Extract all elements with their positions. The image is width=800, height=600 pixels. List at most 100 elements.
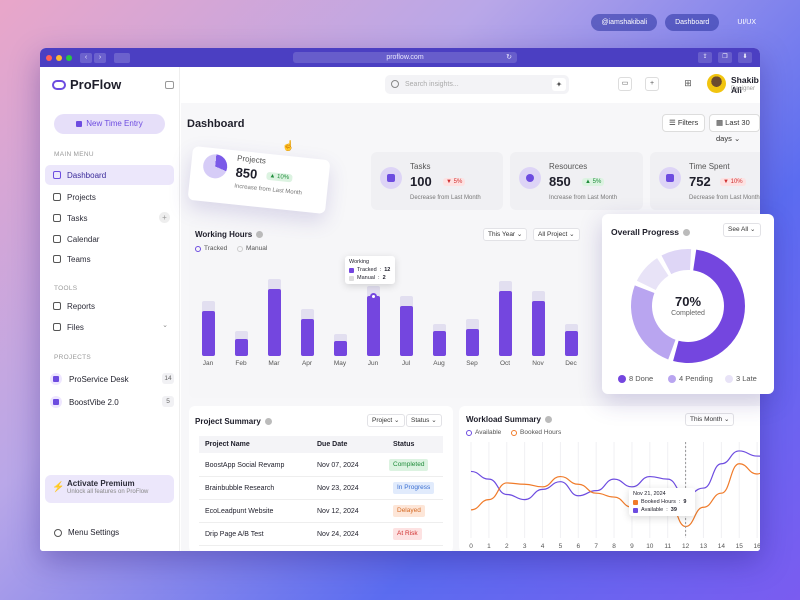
- bar-tracked[interactable]: [235, 338, 248, 356]
- cursor-icon: ☝: [282, 141, 295, 152]
- period-select[interactable]: This Year ⌄: [483, 228, 528, 241]
- activate-premium-card[interactable]: ⚡ Activate Premium Unlock all features o…: [45, 475, 174, 503]
- sidebar-item-label: Reports: [67, 301, 96, 311]
- month-label: Sep: [466, 360, 478, 367]
- main-menu-label: MAIN MENU: [54, 151, 94, 158]
- download-icon[interactable]: ⬇: [738, 52, 752, 63]
- reload-icon[interactable]: ↻: [506, 54, 512, 61]
- inbox-icon[interactable]: ▭: [618, 77, 632, 91]
- resources-stat-icon: [519, 167, 541, 189]
- legend-tracked[interactable]: Tracked: [195, 245, 227, 252]
- sidebar-item-label: Dashboard: [67, 170, 107, 180]
- progress-donut-chart: [631, 249, 745, 363]
- sparkle-icon[interactable]: ✦: [552, 78, 566, 91]
- project-select[interactable]: Project ⌄: [367, 414, 405, 427]
- info-icon[interactable]: [264, 418, 272, 426]
- maximize-dot[interactable]: [66, 54, 72, 61]
- bar-tracked[interactable]: [433, 331, 446, 356]
- chevron-down-icon[interactable]: ⌄: [162, 322, 168, 329]
- x-tick-label: 5: [558, 543, 563, 550]
- bar-tracked[interactable]: [202, 311, 215, 356]
- sidebar-item-reports[interactable]: Reports: [45, 296, 174, 316]
- table-row[interactable]: EcoLeadpunt Website Nov 12, 2024 Delayed: [199, 500, 443, 523]
- workload-period-select[interactable]: This Month ⌄: [685, 413, 735, 426]
- workload-line-chart: [470, 442, 760, 538]
- stat-sub: Decrease from Last Month: [689, 195, 760, 201]
- tabs-icon[interactable]: ❐: [718, 52, 732, 63]
- sidebar-item-files[interactable]: Files ⌄: [45, 317, 174, 337]
- address-bar[interactable]: proflow.com ↻: [293, 52, 517, 63]
- donut-center-label: Completed: [671, 310, 705, 317]
- filters-button[interactable]: ☰ Filters: [662, 114, 706, 132]
- cell-project-name: EcoLeadpunt Website: [205, 508, 274, 515]
- table-row[interactable]: BoostApp Social Revamp Nov 07, 2024 Comple…: [199, 454, 443, 477]
- stat-card-resources[interactable]: Resources 850 ▲ 5% Increase from Last Mo…: [510, 152, 643, 210]
- sidebar-item-teams[interactable]: Teams: [45, 249, 174, 269]
- sidebar-item-projects[interactable]: Projects: [45, 187, 174, 207]
- info-icon[interactable]: [256, 231, 264, 239]
- working-hours-title: Working Hours: [195, 230, 264, 239]
- table-header: Project Name Due Date Status: [199, 436, 443, 453]
- new-time-entry-button[interactable]: New Time Entry: [54, 114, 165, 134]
- gear-icon: [54, 528, 62, 537]
- series-booked-line: [470, 463, 760, 528]
- project-filter-select[interactable]: All Project ⌄: [533, 228, 580, 241]
- x-tick-label: 14: [717, 543, 725, 550]
- collapse-sidebar-icon[interactable]: [165, 81, 174, 89]
- close-dot[interactable]: [46, 54, 52, 61]
- sidebar-item-dashboard[interactable]: Dashboard: [45, 165, 174, 185]
- table-row[interactable]: Drip Page A/B Test Nov 24, 2024 At Risk: [199, 523, 443, 546]
- stat-sub: Increase from Last Month: [233, 183, 303, 197]
- bar-tracked[interactable]: [532, 301, 545, 356]
- legend-booked[interactable]: Booked Hours: [511, 429, 561, 436]
- radio-available-icon: [466, 429, 472, 436]
- legend-pending: 4 Pending: [668, 374, 713, 383]
- project-boostvibe[interactable]: BoostVibe 2.0 5: [50, 393, 174, 411]
- x-tick-label: 16: [753, 543, 760, 550]
- back-icon[interactable]: ‹: [80, 52, 92, 63]
- avatar[interactable]: [707, 74, 726, 93]
- apps-grid-icon[interactable]: ⊞: [684, 78, 692, 88]
- bar-tracked[interactable]: [400, 306, 413, 356]
- sidebar-item-calendar[interactable]: Calendar: [45, 229, 174, 249]
- sidebar-toggle-icon[interactable]: [114, 52, 130, 63]
- sidebar-item-tasks[interactable]: Tasks +: [45, 208, 174, 228]
- info-icon[interactable]: [544, 416, 552, 424]
- x-tick-label: 8: [612, 543, 616, 550]
- bar-tracked[interactable]: [334, 341, 347, 356]
- see-all-select[interactable]: See All ⌄: [723, 223, 761, 237]
- search-input[interactable]: Search insights... ✦: [385, 75, 569, 94]
- pill-dashboard: Dashboard: [665, 14, 720, 31]
- share-icon[interactable]: ⇪: [698, 52, 712, 63]
- bar-tracked[interactable]: [565, 331, 578, 356]
- forward-icon[interactable]: ›: [94, 52, 106, 63]
- stat-card-tasks[interactable]: Tasks 100 ▼ 5% Decrease from Last Month: [371, 152, 503, 210]
- add-icon[interactable]: +: [645, 77, 659, 91]
- legend-manual[interactable]: Manual: [237, 245, 267, 252]
- minimize-dot[interactable]: [56, 54, 62, 61]
- logo[interactable]: ProFlow: [52, 77, 121, 92]
- cell-project-name: Drip Page A/B Test: [205, 531, 264, 538]
- bar-tracked[interactable]: [367, 296, 380, 356]
- bar-tracked[interactable]: [301, 318, 314, 356]
- workload-tooltip: Nov 21, 2024 Booked Hours: 9 Available: …: [629, 488, 695, 516]
- dashboard-icon: [53, 171, 61, 179]
- month-label: Nov: [532, 360, 544, 367]
- logo-text: ProFlow: [70, 77, 122, 92]
- project-summary-title: Project Summary: [195, 417, 272, 426]
- bar-tracked[interactable]: [466, 328, 479, 356]
- tasks-stat-icon: [380, 167, 402, 189]
- add-task-icon[interactable]: +: [159, 212, 170, 223]
- series-available-line: [470, 450, 760, 501]
- bar-tracked[interactable]: [268, 288, 281, 356]
- menu-settings-button[interactable]: Menu Settings: [54, 528, 119, 537]
- user-name: Shakib Ali: [731, 75, 759, 95]
- bar-tracked[interactable]: [499, 291, 512, 356]
- project-proservice-desk[interactable]: ProService Desk 14: [50, 370, 174, 388]
- table-row[interactable]: Brainbubble Research Nov 23, 2024 In Progr…: [199, 477, 443, 500]
- stat-card-time-spent[interactable]: Time Spent 752 ▼ 10% Decrease from Last …: [650, 152, 760, 210]
- info-icon[interactable]: [683, 229, 691, 237]
- date-range-select[interactable]: ▦ Last 30 days ⌄: [709, 114, 760, 143]
- legend-available[interactable]: Available: [466, 429, 501, 436]
- status-select[interactable]: Status ⌄: [406, 414, 442, 427]
